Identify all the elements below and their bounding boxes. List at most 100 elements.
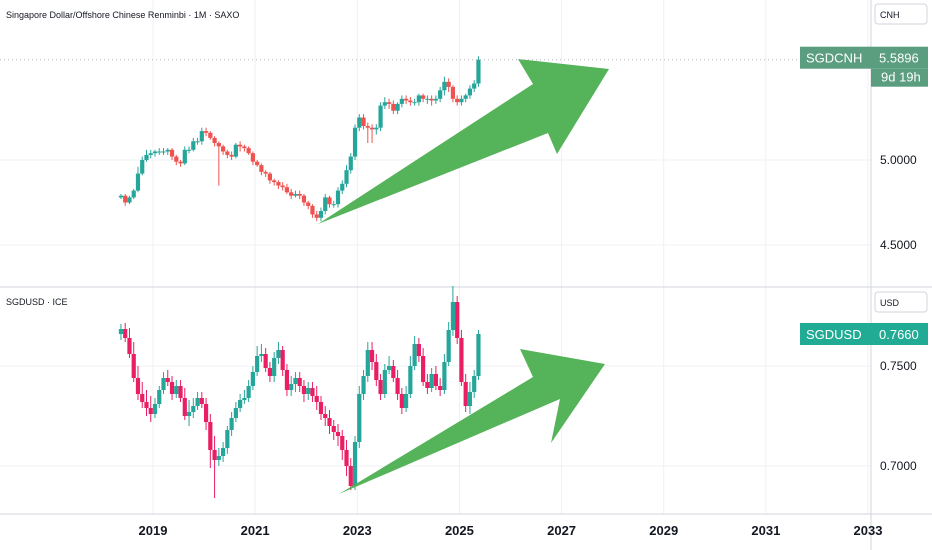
candle <box>208 131 213 140</box>
candle <box>250 151 255 166</box>
candle <box>382 364 387 398</box>
candle-body <box>361 117 366 126</box>
candle <box>233 143 238 159</box>
candle-body <box>301 195 307 203</box>
last-price-tags: SGDCNH 5.5896 9d 19h SGDUSD 0.7660 <box>0 46 928 345</box>
candle <box>412 98 417 106</box>
candle <box>348 458 353 490</box>
candle-body <box>386 366 392 370</box>
candle <box>297 190 302 200</box>
candle-body <box>165 378 170 382</box>
candle <box>459 330 464 386</box>
candle <box>467 85 473 99</box>
candle <box>404 95 409 104</box>
candle-body <box>369 350 375 362</box>
candle-body <box>374 362 379 380</box>
candle-body <box>327 418 332 426</box>
candle <box>195 392 200 410</box>
candle-body <box>216 143 221 147</box>
lower-pane-title: SGDUSD · ICE <box>6 297 68 307</box>
candle <box>259 163 264 176</box>
candle-body <box>416 344 421 356</box>
candle-body <box>340 183 345 191</box>
candle-body <box>208 422 213 450</box>
x-tick-label: 2021 <box>241 523 270 538</box>
candle <box>135 166 141 193</box>
candle-body <box>425 382 430 388</box>
candle <box>463 374 468 412</box>
candle-body <box>306 202 311 206</box>
candle-body <box>229 418 234 430</box>
candle-body <box>284 187 290 193</box>
candle <box>284 183 290 194</box>
candle-body <box>416 95 421 103</box>
candle-body <box>404 98 409 101</box>
candle <box>280 182 285 191</box>
candle <box>323 406 328 426</box>
candle <box>369 124 375 143</box>
price-tag-label: 5.5896 <box>879 51 919 66</box>
candle <box>463 93 468 103</box>
candle-body <box>459 98 464 103</box>
candle <box>195 137 200 145</box>
candle-body <box>169 382 175 394</box>
upper-candles <box>118 56 481 222</box>
candle <box>378 102 383 132</box>
candle <box>272 352 277 382</box>
candle <box>408 97 413 106</box>
candle <box>386 98 392 109</box>
candle-body <box>263 354 268 368</box>
candle <box>246 380 251 402</box>
candle-body <box>455 98 460 103</box>
candle <box>416 93 421 106</box>
candle <box>348 153 353 174</box>
candle <box>318 207 324 222</box>
candle-body <box>310 205 315 215</box>
candle <box>259 344 264 362</box>
candle-body <box>267 368 273 376</box>
candle-body <box>233 144 238 157</box>
candle-body <box>395 378 400 394</box>
candle-body <box>161 378 166 390</box>
candle <box>331 420 336 440</box>
candle-body <box>238 400 243 408</box>
candle-body <box>425 98 430 100</box>
y-tick-label: 5.0000 <box>880 153 917 167</box>
candle <box>365 122 370 143</box>
candle <box>272 178 277 186</box>
candle-body <box>429 374 434 388</box>
candle-body <box>472 376 477 392</box>
symbol-tag <box>800 323 871 345</box>
candle <box>118 324 124 340</box>
candle-body <box>382 102 387 106</box>
symbol-tag <box>800 46 871 69</box>
candle <box>399 95 404 108</box>
candle-body <box>297 194 302 196</box>
countdown-label: 9d 19h <box>881 70 921 85</box>
candle-body <box>361 376 366 394</box>
candle-body <box>195 141 200 143</box>
candle-body <box>357 394 362 442</box>
x-tick-label: 2031 <box>751 523 780 538</box>
candle-body <box>378 380 383 394</box>
candle-body <box>348 156 353 171</box>
lower-unit-box[interactable]: USD <box>874 291 928 313</box>
candle-body <box>301 386 307 394</box>
candle <box>199 392 204 408</box>
candle-body <box>195 398 200 406</box>
candle-body <box>242 146 247 149</box>
candle <box>152 398 158 418</box>
candle <box>263 170 268 177</box>
candle-body <box>463 382 468 406</box>
candle-body <box>399 98 404 104</box>
candle <box>208 414 213 468</box>
candle <box>255 160 260 167</box>
upper-unit-box[interactable]: CNH <box>874 3 928 25</box>
candle-body <box>267 173 273 181</box>
candle-body <box>348 466 353 486</box>
candle-body <box>382 370 387 394</box>
candle <box>212 436 217 498</box>
candle <box>178 160 183 167</box>
candle <box>161 372 166 394</box>
